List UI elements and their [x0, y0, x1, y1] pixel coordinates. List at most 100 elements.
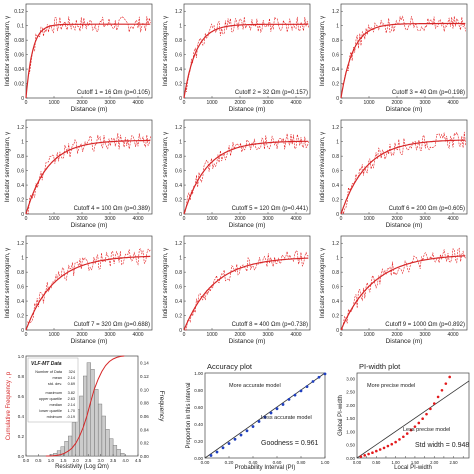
stats-value: 3.82 — [68, 391, 75, 395]
y-tick-label: 1 — [179, 24, 182, 30]
accuracy-point — [263, 415, 267, 419]
piwidth-point — [394, 440, 397, 444]
histogram-bar — [120, 453, 125, 457]
y-tick-label: 0.8 — [175, 38, 182, 44]
y-tick-label: 0.6 — [175, 285, 182, 291]
y-tick-label-left: 1.0 — [18, 354, 25, 359]
y-tick-label: 1 — [336, 140, 339, 146]
y-tick-label: 0.2 — [175, 82, 182, 88]
x-axis-label: Resistivity (Log Ωm) — [55, 464, 109, 470]
plot-frame — [183, 235, 311, 331]
accuracy-point — [311, 380, 315, 383]
x-tick-label: 0.60 — [273, 460, 282, 465]
piwidth-point — [448, 375, 451, 379]
piwidth-point — [367, 452, 370, 456]
stats-label: mean — [53, 376, 63, 380]
y-tick-label: 0 — [21, 96, 24, 102]
y-tick-label-left: 0.8 — [18, 374, 25, 379]
x-tick-label: 1.00 — [392, 460, 401, 465]
accuracy-point — [251, 425, 255, 428]
variogram-model — [340, 22, 466, 99]
histogram-bar — [71, 422, 76, 457]
y-tick-label: 0 — [336, 96, 339, 102]
x-tick-label: 1000 — [206, 216, 217, 222]
y-tick-label-right: 0.02 — [140, 441, 149, 446]
y-tick-label: 1.50 — [346, 416, 355, 421]
y-tick-label: 0.8 — [175, 154, 182, 160]
x-tick-label: 0 — [340, 332, 343, 338]
accuracy-point — [227, 442, 231, 445]
x-axis-label: Local PI-width — [394, 465, 432, 471]
y-tick-label: 1.2 — [332, 9, 339, 15]
plot-frame — [340, 3, 468, 99]
y-tick-label-left: 0.0 — [18, 454, 25, 459]
x-tick-label: 2000 — [76, 100, 87, 106]
stats-label: upper quartile — [39, 397, 62, 401]
y-tick-label: 0.4 — [332, 67, 339, 73]
piwidth-point — [436, 395, 440, 399]
cutoff-caption: Cutoff 2 = 32 Ωm (p=0.157) — [235, 90, 308, 96]
x-axis-label: Distance (m) — [229, 338, 266, 345]
cutoff-caption: Cutoff 5 = 120 Ωm (p=0.441) — [232, 206, 308, 212]
experimental-variogram — [26, 16, 151, 87]
x-tick-label: 3000 — [104, 332, 115, 338]
y-tick-label: 2.00 — [346, 403, 355, 408]
y-tick-label: 0.8 — [17, 270, 24, 276]
x-tick-label: 1.00 — [321, 460, 330, 465]
x-tick-label: 2000 — [391, 100, 402, 106]
cutoff-caption: Cutoff 9 = 1000 Ωm (p=0.892) — [385, 322, 465, 328]
x-tick-label: 1000 — [48, 216, 59, 222]
piwidth-point — [398, 438, 401, 441]
plot-frame — [183, 119, 311, 215]
piwidth-point — [386, 444, 390, 448]
stats-value: 2.63 — [68, 397, 75, 401]
cutoff-caption: Cutoff 1 = 16 Ωm (p=0.105) — [77, 90, 150, 96]
y-tick-label: 0 — [21, 212, 24, 218]
y-axis-label: Indicator semivariogram, γ — [5, 132, 11, 202]
x-tick-label: 4000 — [132, 332, 143, 338]
variogram-model — [183, 23, 309, 99]
x-tick-label: 3000 — [104, 100, 115, 106]
piwidth-point — [429, 407, 432, 411]
x-tick-label: 4.0 — [122, 458, 129, 463]
x-tick-label: 0 — [183, 216, 186, 222]
y-tick-label: 0.6 — [175, 169, 182, 175]
variogram-model — [183, 140, 309, 215]
variogram-panel-8: 0 0.2 0.4 0.6 0.8 1 1.2 0 1000 2000 3000 4000 Distan… — [163, 235, 311, 345]
x-tick-label: 4000 — [290, 332, 301, 338]
y-tick-label: 1 — [336, 24, 339, 30]
stats-value: 2.14 — [68, 403, 75, 407]
x-axis-label: Distance (m) — [386, 338, 423, 345]
y-tick-label: 0.08 — [14, 38, 24, 44]
y-axis-label: Proportion in this interval — [186, 382, 192, 448]
cutoff-caption: Cutoff 8 = 400 Ωm (p=0.738) — [232, 322, 308, 328]
histogram-bar — [90, 369, 95, 457]
y-axis-label: Indicator semivariogram, γ — [163, 132, 169, 202]
piwidth-point — [402, 435, 405, 439]
y-tick-label: 0.4 — [332, 299, 339, 305]
stats-value: 2.14 — [68, 376, 75, 380]
y-tick-label: 0.2 — [332, 314, 339, 320]
annotation-bottom: Less accurate model — [261, 415, 312, 421]
y-tick-label: 1.2 — [17, 125, 24, 131]
x-tick-label: 1000 — [363, 100, 374, 106]
y-tick-label-right: 0.14 — [140, 361, 149, 366]
variogram-model — [25, 23, 151, 99]
y-axis-label: Global PI-width — [338, 395, 344, 436]
stats-label: Number of Data — [35, 370, 63, 374]
x-tick-label: 4000 — [290, 100, 301, 106]
accuracy-point — [257, 420, 261, 423]
y-tick-label: 1.2 — [332, 241, 339, 247]
histogram-bar — [112, 445, 118, 457]
plot-frame — [25, 119, 153, 215]
accuracy-point — [245, 429, 249, 433]
accuracy-point — [275, 407, 279, 411]
x-tick-label: 2000 — [234, 216, 245, 222]
y-tick-label-left: 0.2 — [18, 434, 25, 439]
x-tick-label: 4000 — [132, 216, 143, 222]
y-tick-label: 0.4 — [175, 299, 182, 305]
x-tick-label: 2000 — [391, 332, 402, 338]
piwidth-point — [375, 449, 378, 453]
variogram-panel-6: 0 0.2 0.4 0.6 0.8 1 1.2 0 1000 2000 3000 4000 Distan… — [320, 119, 468, 229]
y-tick-label: 0.4 — [17, 299, 24, 305]
